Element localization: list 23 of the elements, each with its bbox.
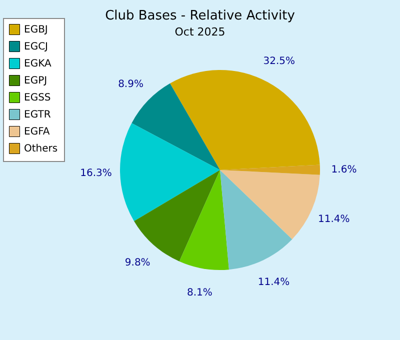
- text: Oct 2025: [174, 26, 226, 38]
- data-label: 9.8%: [124, 258, 150, 269]
- legend-label: EGFA: [24, 126, 50, 138]
- data-label: 8.1%: [187, 287, 212, 298]
- data-label: 16.3%: [80, 168, 112, 179]
- legend-label: Others: [24, 144, 58, 154]
- legend-label: EGKA: [24, 58, 52, 70]
- data-label: 11.4%: [258, 276, 290, 288]
- pie-slice: [220, 170, 292, 270]
- legend-label: EGBJ: [24, 24, 48, 36]
- legend-label: EGTR: [24, 110, 51, 120]
- pie-slice: [179, 170, 229, 270]
- legend-label: EGPJ: [24, 76, 48, 86]
- legend-label: EGSS: [24, 92, 51, 104]
- chart-title: Club Bases - Relative Activity: [105, 8, 296, 24]
- data-label: 32.5%: [263, 56, 296, 68]
- pie-slice: [120, 123, 220, 222]
- data-label: 1.6%: [331, 164, 357, 176]
- pie-slice: [170, 70, 320, 170]
- pie-slice: [220, 170, 320, 240]
- legend-label: EGCJ: [24, 42, 48, 52]
- data-label: 11.4%: [318, 214, 350, 226]
- data-label: 8.9%: [118, 78, 144, 90]
